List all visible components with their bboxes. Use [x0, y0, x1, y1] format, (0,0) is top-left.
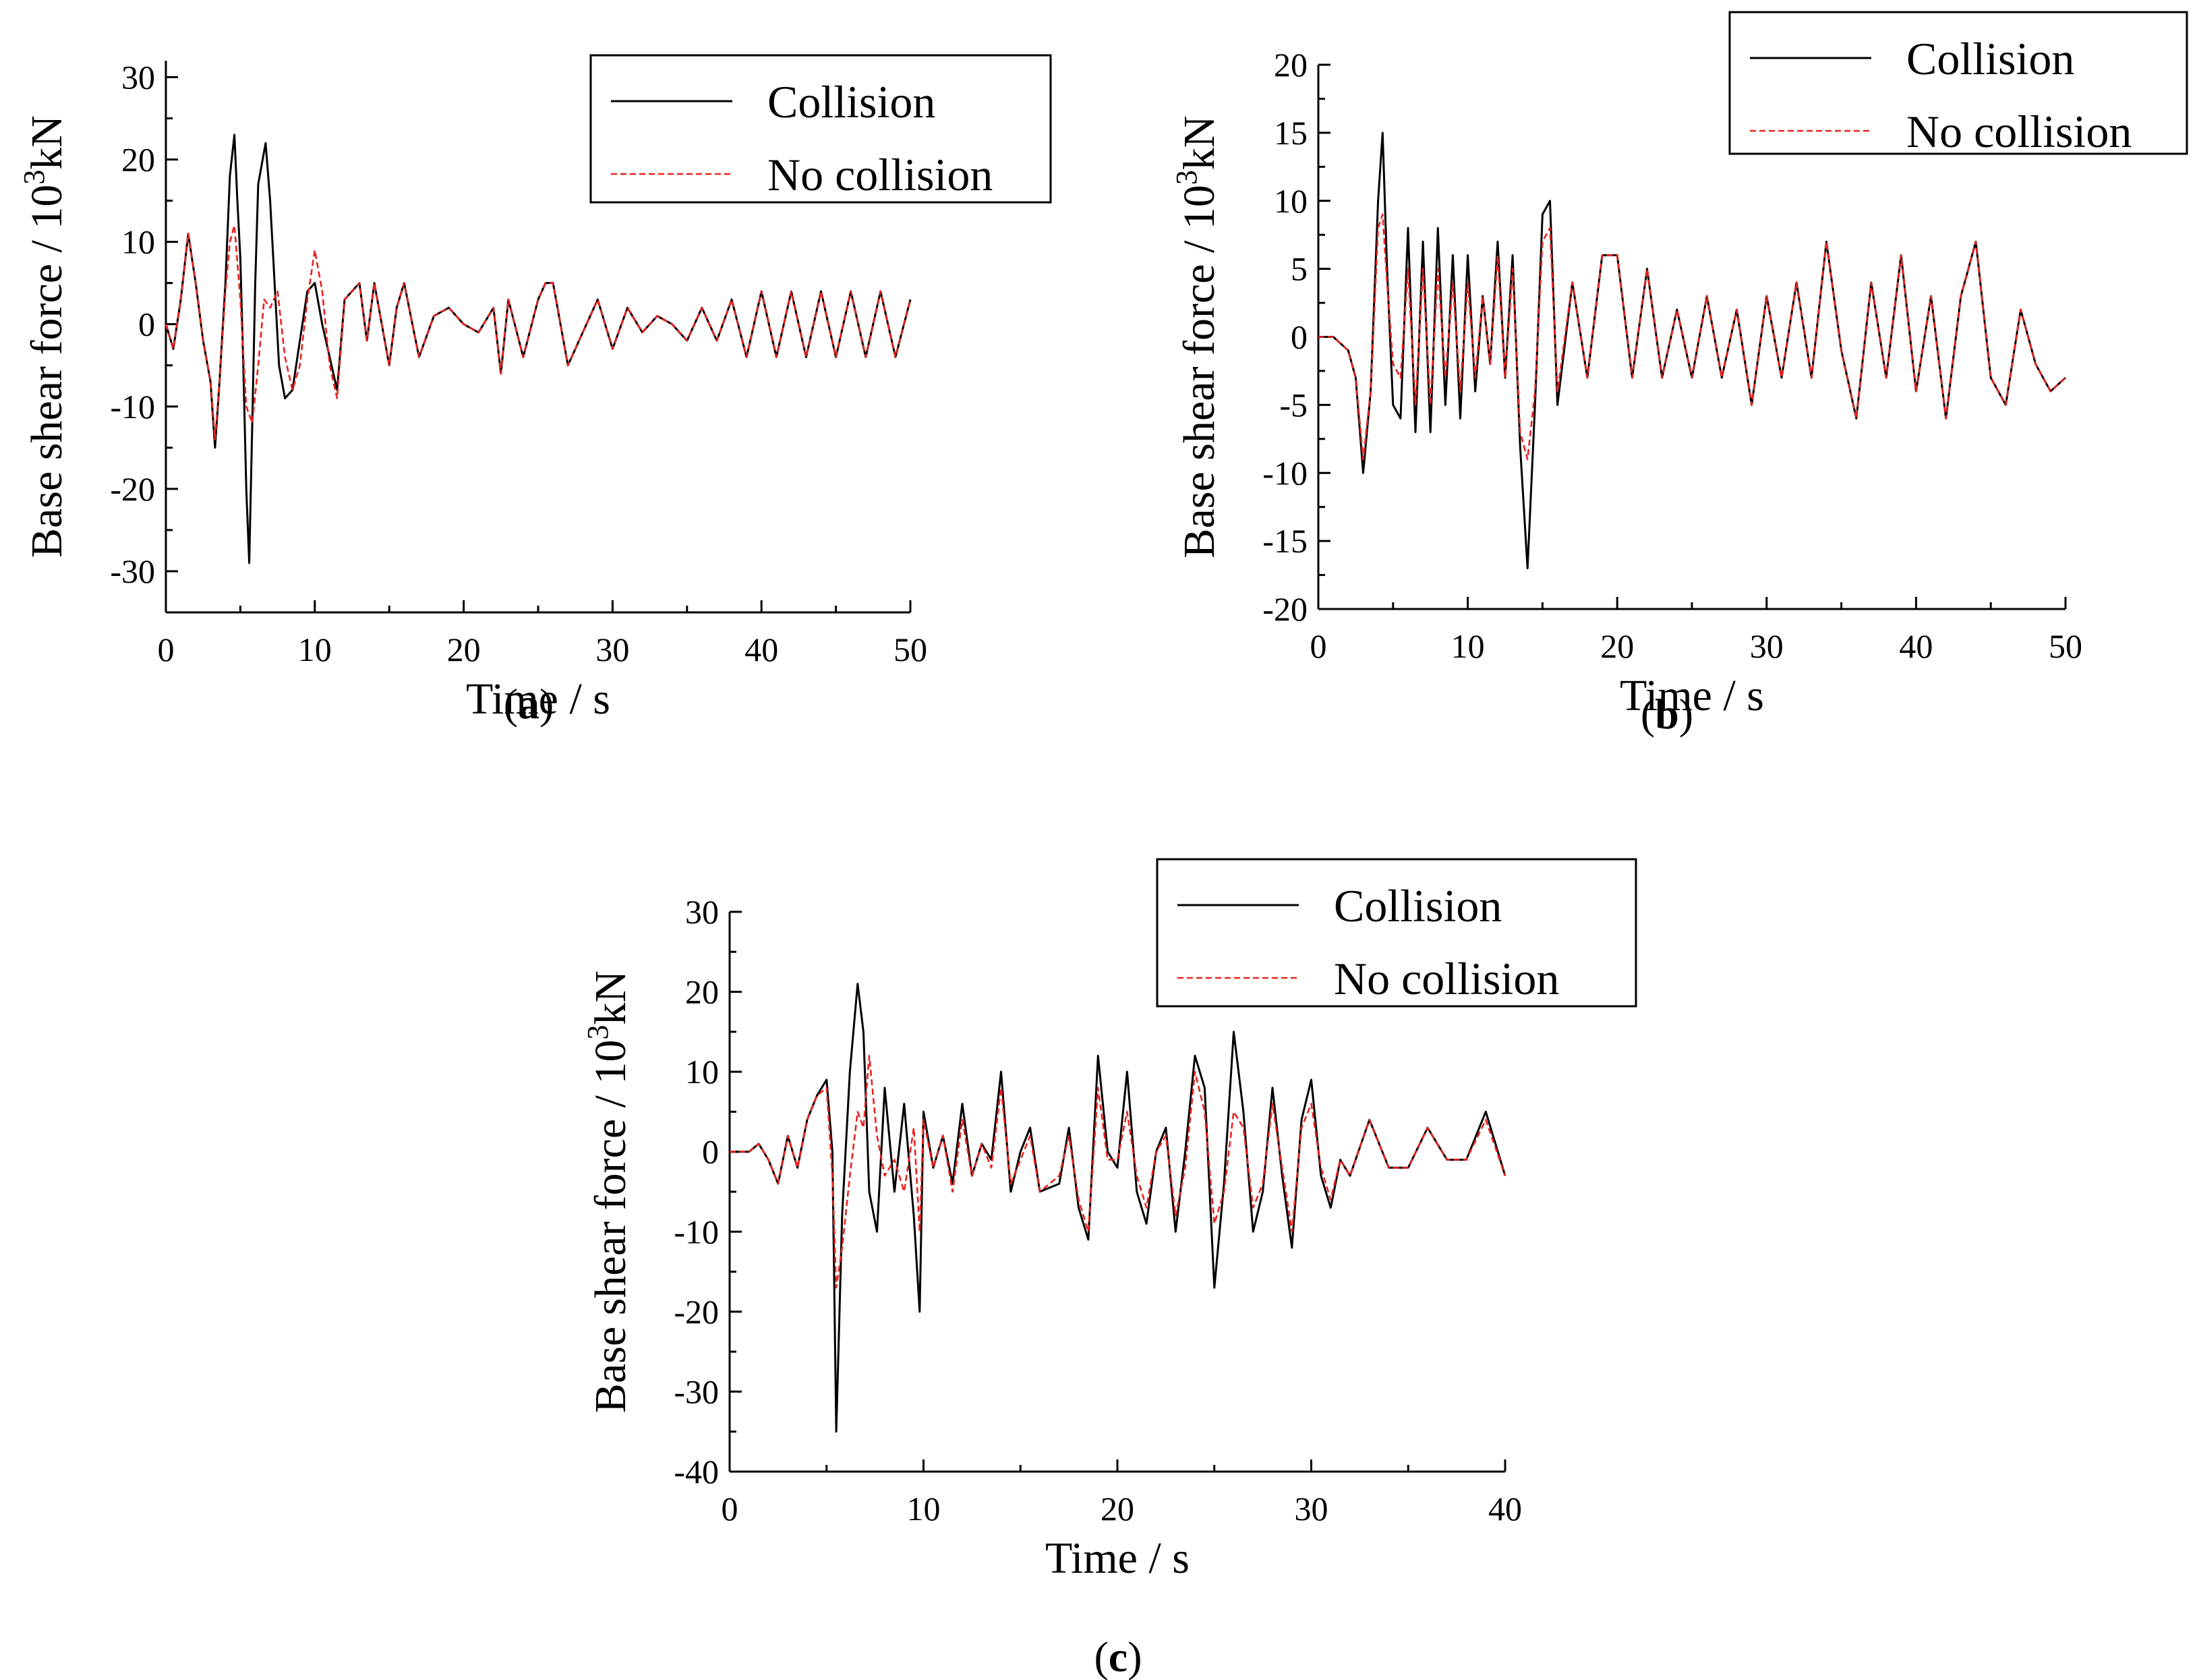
y-axis-title: Base shear force / 103kN — [18, 115, 71, 558]
panel-label-open: ( — [504, 680, 518, 728]
panel-label: (b) — [1641, 690, 1693, 738]
legend-label: Collision — [1334, 880, 1502, 931]
y-tick-label: 20 — [121, 141, 155, 179]
y-tick-label: 10 — [121, 223, 155, 261]
x-tick-label: 30 — [1295, 1490, 1328, 1528]
chart-panel-b: 0 10 20 30 40 50 -20 -15 -10 -5 0 5 10 15 20 Time / s Ba… — [1170, 11, 2188, 738]
series-line-no-collision — [730, 1055, 1506, 1289]
y-tick-label: -30 — [110, 552, 155, 590]
y-axis-title-main: Base shear force / 10 — [586, 1040, 635, 1413]
series-line-collision — [730, 983, 1506, 1433]
legend-label: No collision — [1906, 106, 2132, 157]
y-axis-title-sup: 3 — [581, 1025, 614, 1040]
panel-label-close: ) — [539, 680, 554, 728]
panel-label-letter: b — [1655, 690, 1679, 738]
x-tick-label: 0 — [158, 631, 175, 668]
y-tick-label: -20 — [110, 470, 155, 508]
panel-label-open: ( — [1094, 1633, 1108, 1680]
panel-label-letter: c — [1109, 1633, 1127, 1680]
y-tick-label: 30 — [121, 58, 155, 96]
chart-panel-c: 0 10 20 30 40 -40 -30 -20 -10 0 10 20 30 Time / s Base… — [581, 858, 1637, 1680]
y-axis-title-unit: kN — [586, 971, 635, 1025]
x-tick-label: 40 — [744, 631, 778, 668]
legend: Collision No collision — [589, 54, 1052, 204]
y-axis-title-unit: kN — [22, 115, 71, 170]
x-tick-label: 30 — [595, 631, 629, 668]
y-axis-title: Base shear force / 103kN — [1170, 115, 1224, 558]
y-axis-title-unit: kN — [1175, 115, 1224, 170]
chart-panel-a: 0 10 20 30 40 50 -30 -20 -10 0 10 20 30 Time / s Base … — [18, 54, 1052, 728]
y-tick-label: 5 — [1291, 250, 1308, 288]
y-tick-label: -20 — [1262, 590, 1308, 628]
y-tick-label: -20 — [674, 1293, 719, 1331]
y-tick-label: -15 — [1262, 522, 1308, 560]
y-tick-label: -30 — [674, 1372, 719, 1410]
series-line-no-collision — [1318, 213, 2066, 461]
x-tick-label: 0 — [722, 1490, 738, 1528]
x-tick-label: 10 — [1451, 627, 1485, 665]
panel-label-letter: a — [518, 680, 539, 728]
x-axis-title: Time / s — [1045, 1534, 1190, 1583]
legend: Collision No collision — [1728, 11, 2188, 157]
legend-label: No collision — [767, 149, 993, 200]
x-tick-label: 40 — [1899, 627, 1933, 665]
x-tick-label: 20 — [1101, 1490, 1134, 1528]
y-axis-title-main: Base shear force / 10 — [22, 185, 71, 558]
y-axis-title-sup: 3 — [18, 170, 51, 185]
y-tick-label: -40 — [674, 1453, 719, 1490]
x-tick-label: 30 — [1750, 627, 1784, 665]
legend-box — [589, 54, 1052, 204]
y-tick-label: 0 — [1291, 318, 1308, 356]
legend-label: Collision — [767, 76, 935, 127]
y-tick-label: 30 — [685, 893, 719, 931]
panel-label: (c) — [1094, 1633, 1142, 1680]
panel-label-close: ) — [1679, 690, 1693, 738]
legend-box — [1156, 858, 1637, 1008]
panel-label-open: ( — [1641, 690, 1655, 738]
y-tick-label: 0 — [138, 306, 155, 343]
y-tick-label: 10 — [685, 1053, 719, 1091]
x-tick-label: 10 — [298, 631, 332, 668]
x-tick-label: 20 — [1600, 627, 1634, 665]
x-tick-label: 40 — [1488, 1490, 1522, 1528]
panel-label: (a) — [504, 680, 554, 728]
y-axis-title: Base shear force / 103kN — [581, 971, 635, 1413]
y-tick-label: -10 — [1262, 454, 1308, 492]
y-axis-title-sup: 3 — [1170, 170, 1203, 185]
y-tick-label: 20 — [685, 973, 719, 1011]
x-tick-label: 0 — [1310, 627, 1327, 665]
y-tick-label: 20 — [1274, 46, 1308, 84]
y-tick-label: -10 — [674, 1213, 719, 1250]
legend-label: No collision — [1334, 953, 1559, 1004]
legend-box — [1728, 11, 2188, 155]
y-tick-label: 10 — [1274, 182, 1308, 220]
series-line-no-collision — [165, 224, 912, 440]
y-tick-label: -10 — [110, 388, 155, 426]
y-axis-title-main: Base shear force / 10 — [1175, 185, 1224, 558]
legend: Collision No collision — [1156, 858, 1637, 1008]
x-tick-label: 10 — [907, 1490, 941, 1528]
x-tick-label: 50 — [2049, 627, 2082, 665]
legend-label: Collision — [1906, 33, 2074, 84]
y-tick-label: 0 — [702, 1133, 719, 1171]
panel-label-close: ) — [1127, 1633, 1142, 1680]
x-axis-title: Time / s — [466, 674, 610, 724]
y-tick-label: -5 — [1279, 386, 1308, 424]
x-tick-label: 20 — [447, 631, 481, 668]
y-tick-label: 15 — [1274, 114, 1308, 152]
x-tick-label: 50 — [894, 631, 927, 668]
x-axis-title: Time / s — [1620, 671, 1764, 720]
